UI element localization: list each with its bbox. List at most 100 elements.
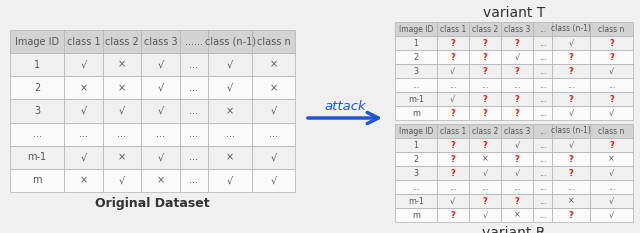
Bar [180,123,208,146]
Text: ?: ? [569,154,573,164]
Bar [468,166,501,180]
Bar [180,53,208,76]
Bar [533,50,552,64]
Bar [10,123,64,146]
Text: ...: ... [189,83,198,93]
Text: ?: ? [515,109,519,117]
Text: Image ID: Image ID [15,37,59,47]
Text: √: √ [450,95,455,103]
Bar [590,124,633,138]
Text: class n: class n [598,24,625,34]
Text: ?: ? [515,38,519,48]
Bar [180,169,208,192]
Bar [436,50,468,64]
Text: ...: ... [412,80,420,89]
Bar [102,146,141,169]
Text: √: √ [119,106,125,116]
Text: ×: × [226,106,234,116]
Bar [552,194,590,208]
Bar [395,180,436,194]
Text: ...: ... [608,80,615,89]
Bar [501,78,533,92]
Text: class (n-1): class (n-1) [551,127,591,136]
Text: ...: ... [117,129,126,139]
Bar [395,124,436,138]
Text: √: √ [609,109,614,117]
Bar [436,64,468,78]
Bar [501,166,533,180]
Text: class 1: class 1 [440,127,466,136]
Bar [468,208,501,222]
Bar [552,138,590,152]
Bar [64,146,102,169]
Text: class 2: class 2 [472,24,498,34]
Text: ×: × [608,154,615,164]
Text: ?: ? [569,210,573,219]
Bar [533,22,552,36]
Bar [533,64,552,78]
Bar [102,76,141,99]
Bar [501,106,533,120]
Text: ...: ... [539,127,546,136]
Bar [552,50,590,64]
Bar [533,36,552,50]
Bar [208,30,252,53]
Bar [395,78,436,92]
Text: ×: × [481,154,488,164]
Bar [141,123,180,146]
Bar [10,169,64,192]
Bar [10,99,64,123]
Bar [590,138,633,152]
Text: 1: 1 [413,38,419,48]
Bar [501,152,533,166]
Bar [533,138,552,152]
Bar [436,78,468,92]
Bar [64,123,102,146]
Text: class 1: class 1 [67,37,100,47]
Bar [501,194,533,208]
Bar [533,124,552,138]
Bar [64,169,102,192]
Text: ...: ... [33,129,42,139]
Text: ?: ? [515,66,519,75]
Bar [395,50,436,64]
Bar [436,208,468,222]
Bar [395,208,436,222]
Text: √: √ [609,210,614,219]
Bar [468,152,501,166]
Text: ...: ... [449,182,456,192]
Bar [552,180,590,194]
Text: ?: ? [451,38,455,48]
Bar [10,146,64,169]
Text: m: m [33,175,42,185]
Text: ...: ... [539,95,547,103]
Text: ?: ? [483,196,487,206]
Text: √: √ [483,168,488,178]
Bar [180,30,208,53]
Bar [395,22,436,36]
Bar [590,152,633,166]
Bar [102,53,141,76]
Text: √: √ [450,66,455,75]
Text: ...: ... [189,106,198,116]
Text: 2: 2 [413,52,419,62]
Text: ?: ? [609,95,614,103]
Bar [395,36,436,50]
Bar [552,64,590,78]
Text: √: √ [609,168,614,178]
Text: ?: ? [483,109,487,117]
Bar [180,99,208,123]
Bar [64,99,102,123]
Bar [501,92,533,106]
Bar [436,138,468,152]
Text: ...: ... [449,80,456,89]
Text: ?: ? [569,95,573,103]
Text: √: √ [609,66,614,75]
Text: √: √ [227,175,234,185]
Bar [590,208,633,222]
Text: 3: 3 [413,168,419,178]
Text: ?: ? [483,140,487,150]
Bar [436,22,468,36]
Bar [436,36,468,50]
Text: ...: ... [189,152,198,162]
